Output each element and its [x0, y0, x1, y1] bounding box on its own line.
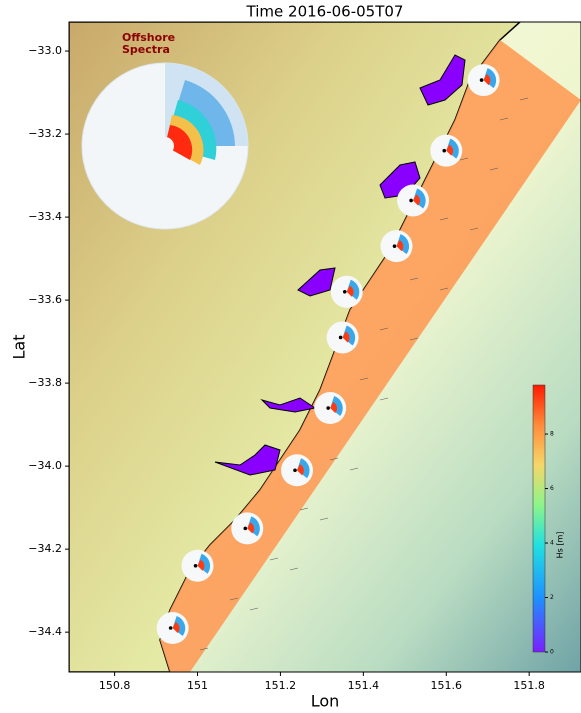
spectra-point [314, 392, 346, 424]
colorbar-tick-label: 2 [550, 594, 554, 601]
y-tick-label: −33.4 [28, 210, 62, 223]
x-tick-label: 151.6 [431, 679, 463, 692]
spectra-point [157, 612, 189, 644]
spectra-glyph [442, 149, 446, 153]
y-tick-label: −34.0 [28, 459, 62, 472]
colorbar-tick-label: 8 [550, 431, 554, 438]
spectra-point [381, 230, 413, 262]
spectra-point [231, 512, 263, 544]
spectra-glyph [243, 527, 247, 531]
spectra-glyph [293, 468, 297, 472]
spectra-point [397, 184, 429, 216]
spectra-glyph [194, 564, 198, 568]
spectra-glyph [393, 244, 397, 248]
y-axis-label: Lat [10, 335, 29, 360]
x-axis-label: Lon [311, 692, 340, 710]
chart-title: Time 2016-06-05T07 [246, 3, 404, 21]
spectra-glyph [409, 199, 413, 203]
colorbar-label: Hs [m] [556, 532, 565, 559]
spectra-point [182, 550, 214, 582]
spectra-glyph [326, 406, 330, 410]
map-layers [69, 22, 581, 672]
colorbar-tick-label: 6 [550, 485, 554, 492]
spectra-glyph [339, 336, 343, 340]
spectra-inset [82, 63, 248, 229]
spectra-point [281, 454, 313, 486]
y-tick-label: −33.8 [28, 376, 62, 389]
spectra-glyph [480, 78, 484, 82]
spectra-glyph [343, 290, 347, 294]
x-tick-label: 150.8 [99, 679, 131, 692]
y-tick-label: −34.4 [28, 625, 62, 638]
x-tick-label: 151.4 [348, 679, 380, 692]
spectra-point [430, 135, 462, 167]
spectra-glyph [169, 626, 173, 630]
spectra-point [327, 321, 359, 353]
map-figure: Time 2016-06-05T07 Lon Lat OffshoreSpect… [0, 0, 581, 709]
spectra-point [468, 64, 500, 96]
y-tick-label: −33.2 [28, 127, 62, 140]
colorbar-tick-label: 4 [550, 540, 554, 547]
colorbar [533, 385, 545, 652]
colorbar-tick-label: 0 [550, 649, 554, 656]
x-tick-label: 151.8 [513, 679, 545, 692]
spectra-point [331, 276, 363, 308]
y-tick-label: −33.0 [28, 44, 62, 57]
y-tick-label: −33.6 [28, 293, 62, 306]
x-tick-label: 151 [187, 679, 208, 692]
x-tick-label: 151.2 [265, 679, 297, 692]
y-tick-label: −34.2 [28, 542, 62, 555]
